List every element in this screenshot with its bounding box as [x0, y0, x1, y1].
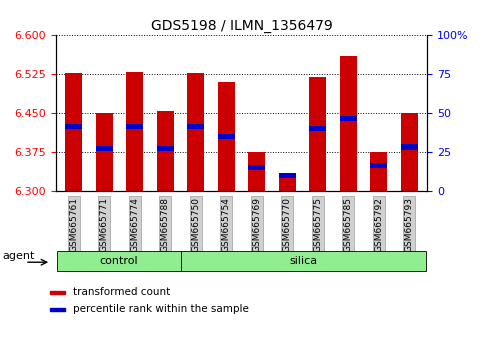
Bar — [340, 116, 356, 121]
Bar — [66, 124, 82, 129]
Title: GDS5198 / ILMN_1356479: GDS5198 / ILMN_1356479 — [151, 19, 332, 33]
Bar — [66, 73, 82, 191]
Bar — [218, 134, 235, 139]
Bar — [187, 73, 204, 191]
Bar — [279, 173, 296, 178]
Bar — [248, 152, 265, 191]
Text: percentile rank within the sample: percentile rank within the sample — [72, 304, 248, 314]
Bar — [401, 113, 417, 191]
Bar — [309, 77, 326, 191]
Bar — [370, 162, 387, 168]
Bar — [96, 113, 113, 191]
Bar — [50, 291, 65, 294]
Bar — [127, 124, 143, 129]
Text: agent: agent — [3, 251, 35, 261]
Text: silica: silica — [289, 256, 317, 266]
Bar — [50, 308, 65, 311]
Bar — [218, 82, 235, 191]
Bar — [96, 146, 113, 151]
Bar — [279, 178, 296, 191]
Text: transformed count: transformed count — [72, 287, 170, 297]
Text: control: control — [99, 256, 138, 266]
Bar — [370, 152, 387, 191]
Bar — [340, 56, 356, 191]
Bar — [181, 251, 426, 272]
Bar — [401, 144, 417, 150]
Bar — [127, 72, 143, 191]
Bar — [248, 165, 265, 170]
Bar — [157, 111, 174, 191]
Bar — [187, 124, 204, 129]
Bar — [309, 126, 326, 131]
Bar — [57, 251, 181, 272]
Bar — [157, 146, 174, 151]
